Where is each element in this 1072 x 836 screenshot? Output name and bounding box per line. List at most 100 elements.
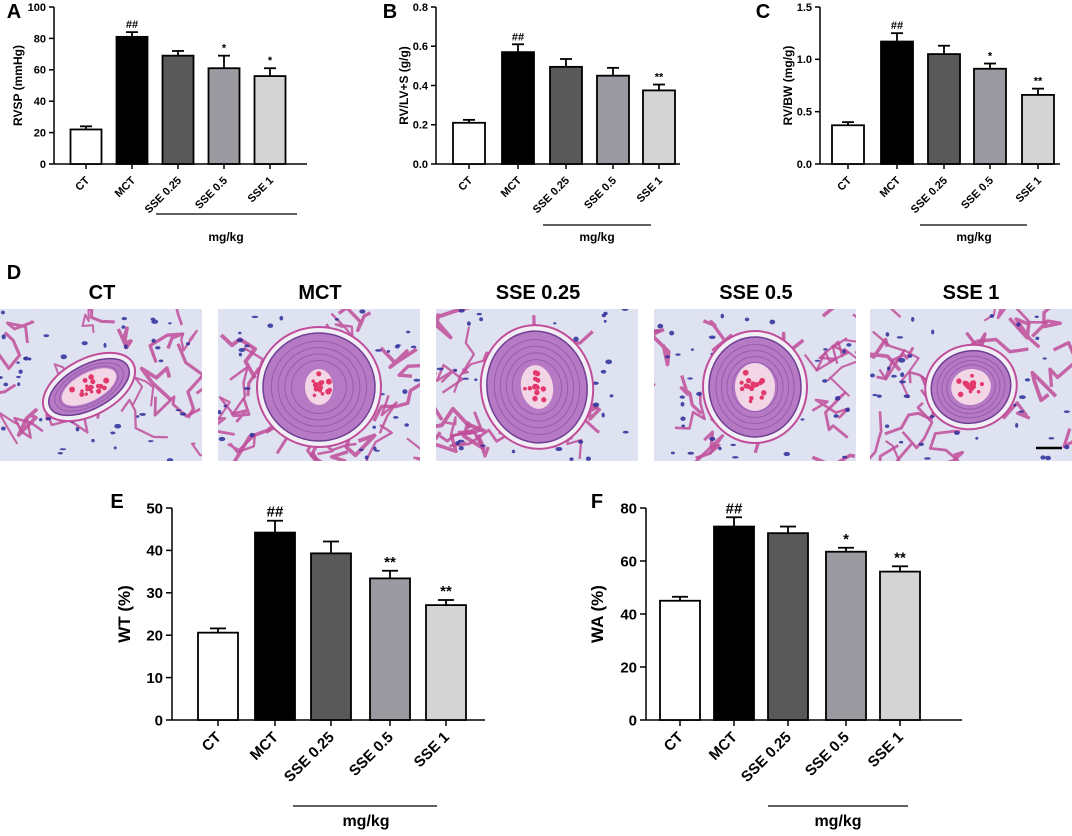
alveolar-wall xyxy=(445,416,484,437)
y-tick-label: 0.8 xyxy=(413,2,428,14)
blood-cell xyxy=(84,392,88,396)
blood-cell xyxy=(69,386,76,393)
category-label: MCT xyxy=(113,174,139,200)
nucleus xyxy=(1,426,6,431)
nucleus xyxy=(404,423,410,427)
histology-title: SSE 0.5 xyxy=(719,282,792,304)
alveolar-wall xyxy=(436,309,471,340)
bar-4 xyxy=(825,550,867,721)
y-tick-label: 1.5 xyxy=(797,2,812,14)
nucleus xyxy=(103,342,107,348)
nucleus xyxy=(1034,315,1039,318)
nucleus xyxy=(457,439,465,443)
nucleus xyxy=(903,394,911,399)
y-tick-label: 40 xyxy=(34,96,46,108)
alveolar-wall xyxy=(406,437,420,461)
category-label: SSE 1 xyxy=(1014,175,1045,206)
category-label: SSE 0.5 xyxy=(802,729,853,780)
alveolar-wall xyxy=(654,327,665,334)
blood-cell xyxy=(325,378,332,385)
nucleus xyxy=(121,317,128,321)
category-label: SSE 0.5 xyxy=(582,175,619,212)
blood-cell xyxy=(739,386,745,392)
alveolar-wall xyxy=(175,309,184,326)
alveolar-wall xyxy=(232,413,288,461)
nucleus xyxy=(601,313,606,318)
alveolar-wall xyxy=(309,439,349,461)
nucleus xyxy=(45,417,52,421)
alveolar-wall xyxy=(176,343,202,419)
nucleus xyxy=(842,349,846,354)
blood-cell xyxy=(532,383,538,390)
nucleus xyxy=(585,456,591,461)
nucleus xyxy=(924,457,931,460)
alveolar-wall xyxy=(695,430,725,460)
alveolar-wall xyxy=(148,332,185,364)
category-label: SSE 1 xyxy=(411,729,453,771)
nucleus xyxy=(718,446,722,451)
nucleus xyxy=(43,334,50,338)
bar-3 xyxy=(549,65,583,165)
nucleus xyxy=(166,458,174,461)
nucleus xyxy=(147,440,154,443)
nucleus xyxy=(1048,437,1055,440)
nucleus xyxy=(436,367,444,371)
nucleus xyxy=(0,310,5,315)
y-axis-label: RV/LV+S (g/g) xyxy=(397,46,411,125)
blood-cell xyxy=(534,389,540,396)
nucleus xyxy=(885,332,890,337)
y-tick-label: 30 xyxy=(146,585,163,602)
nucleus xyxy=(75,427,80,432)
bar-5 xyxy=(425,604,467,721)
nucleus xyxy=(1015,423,1019,428)
vessel-layer xyxy=(291,360,347,414)
histology-title: SSE 0.25 xyxy=(496,282,581,304)
nucleus xyxy=(238,348,246,352)
nucleus xyxy=(23,356,29,361)
nucleus xyxy=(453,368,458,373)
bar-4 xyxy=(369,577,411,721)
group-label: mg/kg xyxy=(579,230,614,244)
alveolar-wall xyxy=(996,309,1048,324)
y-tick-label: 10 xyxy=(146,670,163,687)
blood-cell xyxy=(317,387,322,392)
blood-cell xyxy=(748,399,753,404)
nucleus xyxy=(1019,395,1026,400)
nucleus xyxy=(890,374,897,378)
alveolar-wall xyxy=(378,394,398,434)
nucleus xyxy=(151,319,159,324)
y-axis-label: RVSP (mmHg) xyxy=(11,45,25,126)
y-tick-label: 60 xyxy=(34,65,46,77)
alveolar-wall xyxy=(901,401,934,450)
nucleus xyxy=(110,431,116,435)
category-label: MCT xyxy=(499,174,525,200)
nucleus xyxy=(1035,336,1040,341)
nucleus xyxy=(835,396,841,401)
panel-c: C 0.0 0.5 1.0 1.5 RV/BW (mg/g) CT ## MCT SSE 0.25… xyxy=(756,1,1060,244)
nucleus xyxy=(1024,378,1031,382)
bar-3 xyxy=(927,53,961,165)
category-label: CT xyxy=(73,174,92,193)
bar-1 xyxy=(69,128,103,165)
nucleus xyxy=(680,416,686,421)
category-label: CT xyxy=(456,174,475,193)
blood-cell xyxy=(541,397,547,403)
nucleus xyxy=(975,436,979,440)
group-label: mg/kg xyxy=(342,813,389,830)
category-label: SSE 0.25 xyxy=(143,175,184,216)
vessel-layer xyxy=(54,362,124,412)
nucleus xyxy=(238,352,243,357)
category-label: MCT xyxy=(706,729,741,764)
alveolar-wall xyxy=(878,442,913,461)
nucleus xyxy=(621,309,629,311)
vessel-layer xyxy=(277,347,361,427)
nucleus xyxy=(243,387,251,390)
nucleus xyxy=(458,309,465,313)
significance-marker: * xyxy=(222,43,227,55)
nucleus xyxy=(931,329,935,335)
nucleus xyxy=(168,322,172,325)
blood-cell xyxy=(82,377,88,383)
bar-2 xyxy=(713,525,755,721)
nucleus xyxy=(91,438,95,443)
